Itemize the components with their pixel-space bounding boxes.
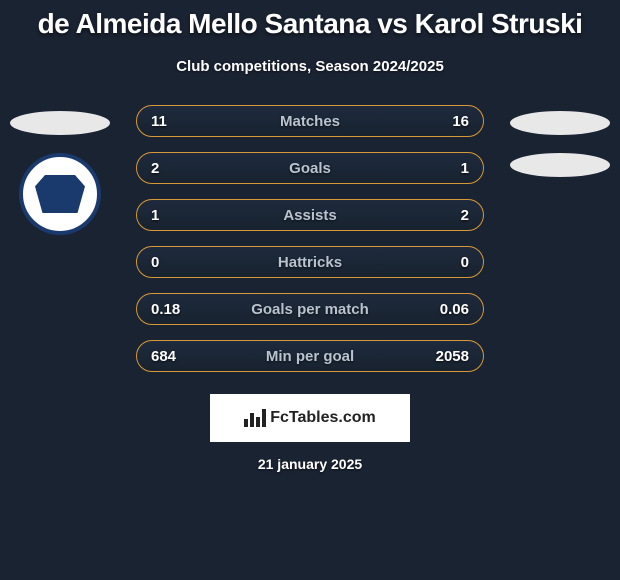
comparison-card: de Almeida Mello Santana vs Karol Strusk… [0, 0, 620, 472]
player-right-column [500, 105, 620, 177]
page-title: de Almeida Mello Santana vs Karol Strusk… [0, 8, 620, 40]
stat-label: Assists [137, 207, 483, 224]
stat-label: Goals [137, 160, 483, 177]
content-area: 11 Matches 16 2 Goals 1 1 Assists 2 0 Ha… [0, 105, 620, 472]
stat-row: 0.18 Goals per match 0.06 [136, 293, 484, 325]
footer-date: 21 january 2025 [0, 456, 620, 472]
club-badge-left-shape [35, 175, 85, 213]
stat-label: Min per goal [137, 348, 483, 365]
stat-label: Goals per match [137, 301, 483, 318]
bar-chart-icon [244, 409, 266, 427]
club-badge-right [510, 153, 610, 177]
brand-text: FcTables.com [270, 409, 376, 427]
stat-row: 0 Hattricks 0 [136, 246, 484, 278]
stat-label: Matches [137, 113, 483, 130]
player-left-column [0, 105, 120, 235]
stats-table: 11 Matches 16 2 Goals 1 1 Assists 2 0 Ha… [136, 105, 484, 372]
stat-row: 684 Min per goal 2058 [136, 340, 484, 372]
stat-label: Hattricks [137, 254, 483, 271]
stat-row: 2 Goals 1 [136, 152, 484, 184]
page-subtitle: Club competitions, Season 2024/2025 [0, 58, 620, 75]
stat-row: 1 Assists 2 [136, 199, 484, 231]
player-left-avatar [10, 111, 110, 135]
brand-footer: FcTables.com [210, 394, 410, 442]
stat-row: 11 Matches 16 [136, 105, 484, 137]
club-badge-left [19, 153, 101, 235]
player-right-avatar [510, 111, 610, 135]
